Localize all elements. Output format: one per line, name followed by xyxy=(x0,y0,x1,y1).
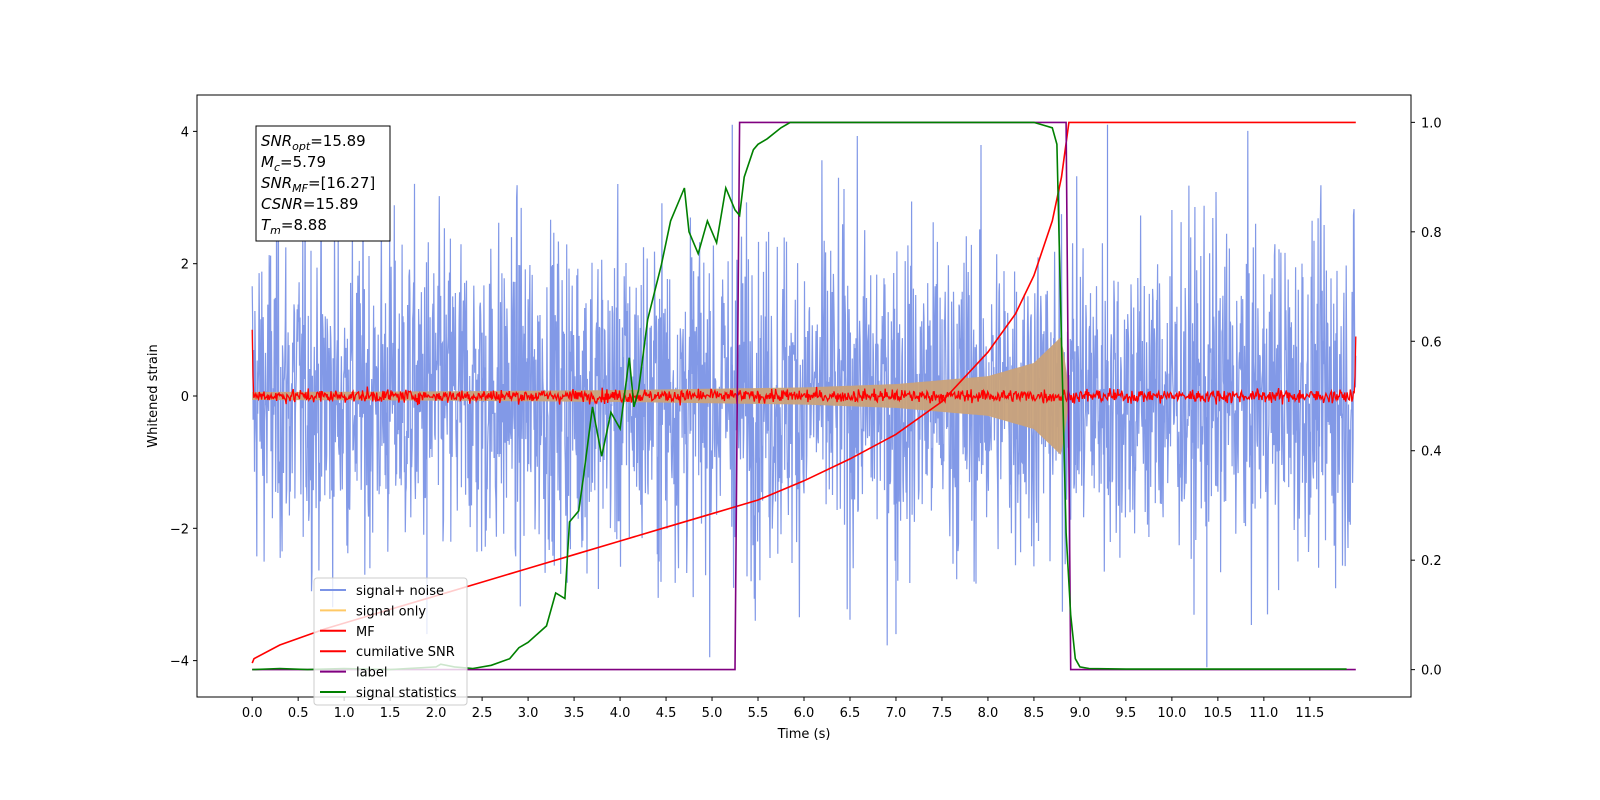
legend-label: label xyxy=(356,666,387,681)
annotation-line: SNRMF=[16.27] xyxy=(261,174,375,195)
legend-label: signal only xyxy=(356,604,426,619)
x-tick-label: 9.5 xyxy=(1116,706,1137,721)
annotation-frame xyxy=(255,125,391,242)
y2-tick-label: 0.2 xyxy=(1421,554,1442,569)
x-tick-label: 8.0 xyxy=(978,706,999,721)
x-tick-label: 4.5 xyxy=(656,706,677,721)
legend-label: signal+ noise xyxy=(356,584,444,599)
stats-annotation-box: SNRopt=15.89Mc=5.79SNRMF=[16.27]CSNR=15.… xyxy=(255,125,391,242)
y2-tick-label: 1.0 xyxy=(1421,116,1442,131)
series-mf xyxy=(251,329,1357,406)
x-tick-label: 2.0 xyxy=(426,706,447,721)
annotation-line: CSNR=15.89 xyxy=(261,195,358,213)
y-tick-label: 0 xyxy=(181,390,189,405)
legend-label: signal statistics xyxy=(356,686,457,701)
x-tick-label: 5.5 xyxy=(748,706,769,721)
x-tick-label: 11.5 xyxy=(1295,706,1324,721)
legend-label: cumilative SNR xyxy=(356,645,455,660)
x-tick-label: 11.0 xyxy=(1249,706,1278,721)
y-tick-label: 4 xyxy=(181,125,189,140)
x-tick-label: 3.5 xyxy=(564,706,585,721)
plot-area xyxy=(251,121,1357,671)
y-tick-label: −4 xyxy=(170,655,189,670)
x-tick-label: 10.0 xyxy=(1157,706,1186,721)
legend: signal+ noise signal only MF cumilative SNR… xyxy=(313,577,468,706)
x-tick-label: 2.5 xyxy=(472,706,493,721)
x-tick-label: 6.5 xyxy=(840,706,861,721)
x-axis-label: Time (s) xyxy=(777,727,831,742)
annotation-line: Mc=5.79 xyxy=(261,153,326,174)
x-tick-label: 6.0 xyxy=(794,706,815,721)
legend-label: MF xyxy=(356,625,375,640)
y-tick-label: −2 xyxy=(170,522,189,537)
axes: 0.0 0.5 1.0 1.5 2.0 2.5 3.0 3.5 4.0 4.5 5.0 5.5 6.0 6… xyxy=(170,94,1442,721)
y2-tick-label: 0.6 xyxy=(1421,335,1442,350)
series-signal-statistics xyxy=(252,121,1347,671)
x-tick-label: 7.5 xyxy=(932,706,953,721)
x-tick-label: 1.5 xyxy=(380,706,401,721)
annotation-line: Tm=8.88 xyxy=(261,216,327,237)
y2-tick-label: 0.8 xyxy=(1421,226,1442,241)
annotation-line: SNRopt=15.89 xyxy=(261,132,366,153)
y-tick-label: 2 xyxy=(181,258,189,273)
x-tick-label: 5.0 xyxy=(702,706,723,721)
series-signal-noise xyxy=(251,130,1357,658)
x-tick-label: 8.5 xyxy=(1024,706,1045,721)
y2-tick-label: 0.0 xyxy=(1421,664,1442,679)
x-tick-label: 0.0 xyxy=(242,706,263,721)
legend-frame xyxy=(313,577,468,706)
x-tick-label: 0.5 xyxy=(288,706,309,721)
x-tick-label: 3.0 xyxy=(518,706,539,721)
x-tick-label: 10.5 xyxy=(1203,706,1232,721)
y2-tick-label: 0.4 xyxy=(1421,445,1442,460)
x-tick-label: 1.0 xyxy=(334,706,355,721)
x-tick-label: 4.0 xyxy=(610,706,631,721)
x-tick-label: 7.0 xyxy=(886,706,907,721)
x-tick-label: 9.0 xyxy=(1070,706,1091,721)
y-axis-label: Whitened strain xyxy=(146,344,161,447)
